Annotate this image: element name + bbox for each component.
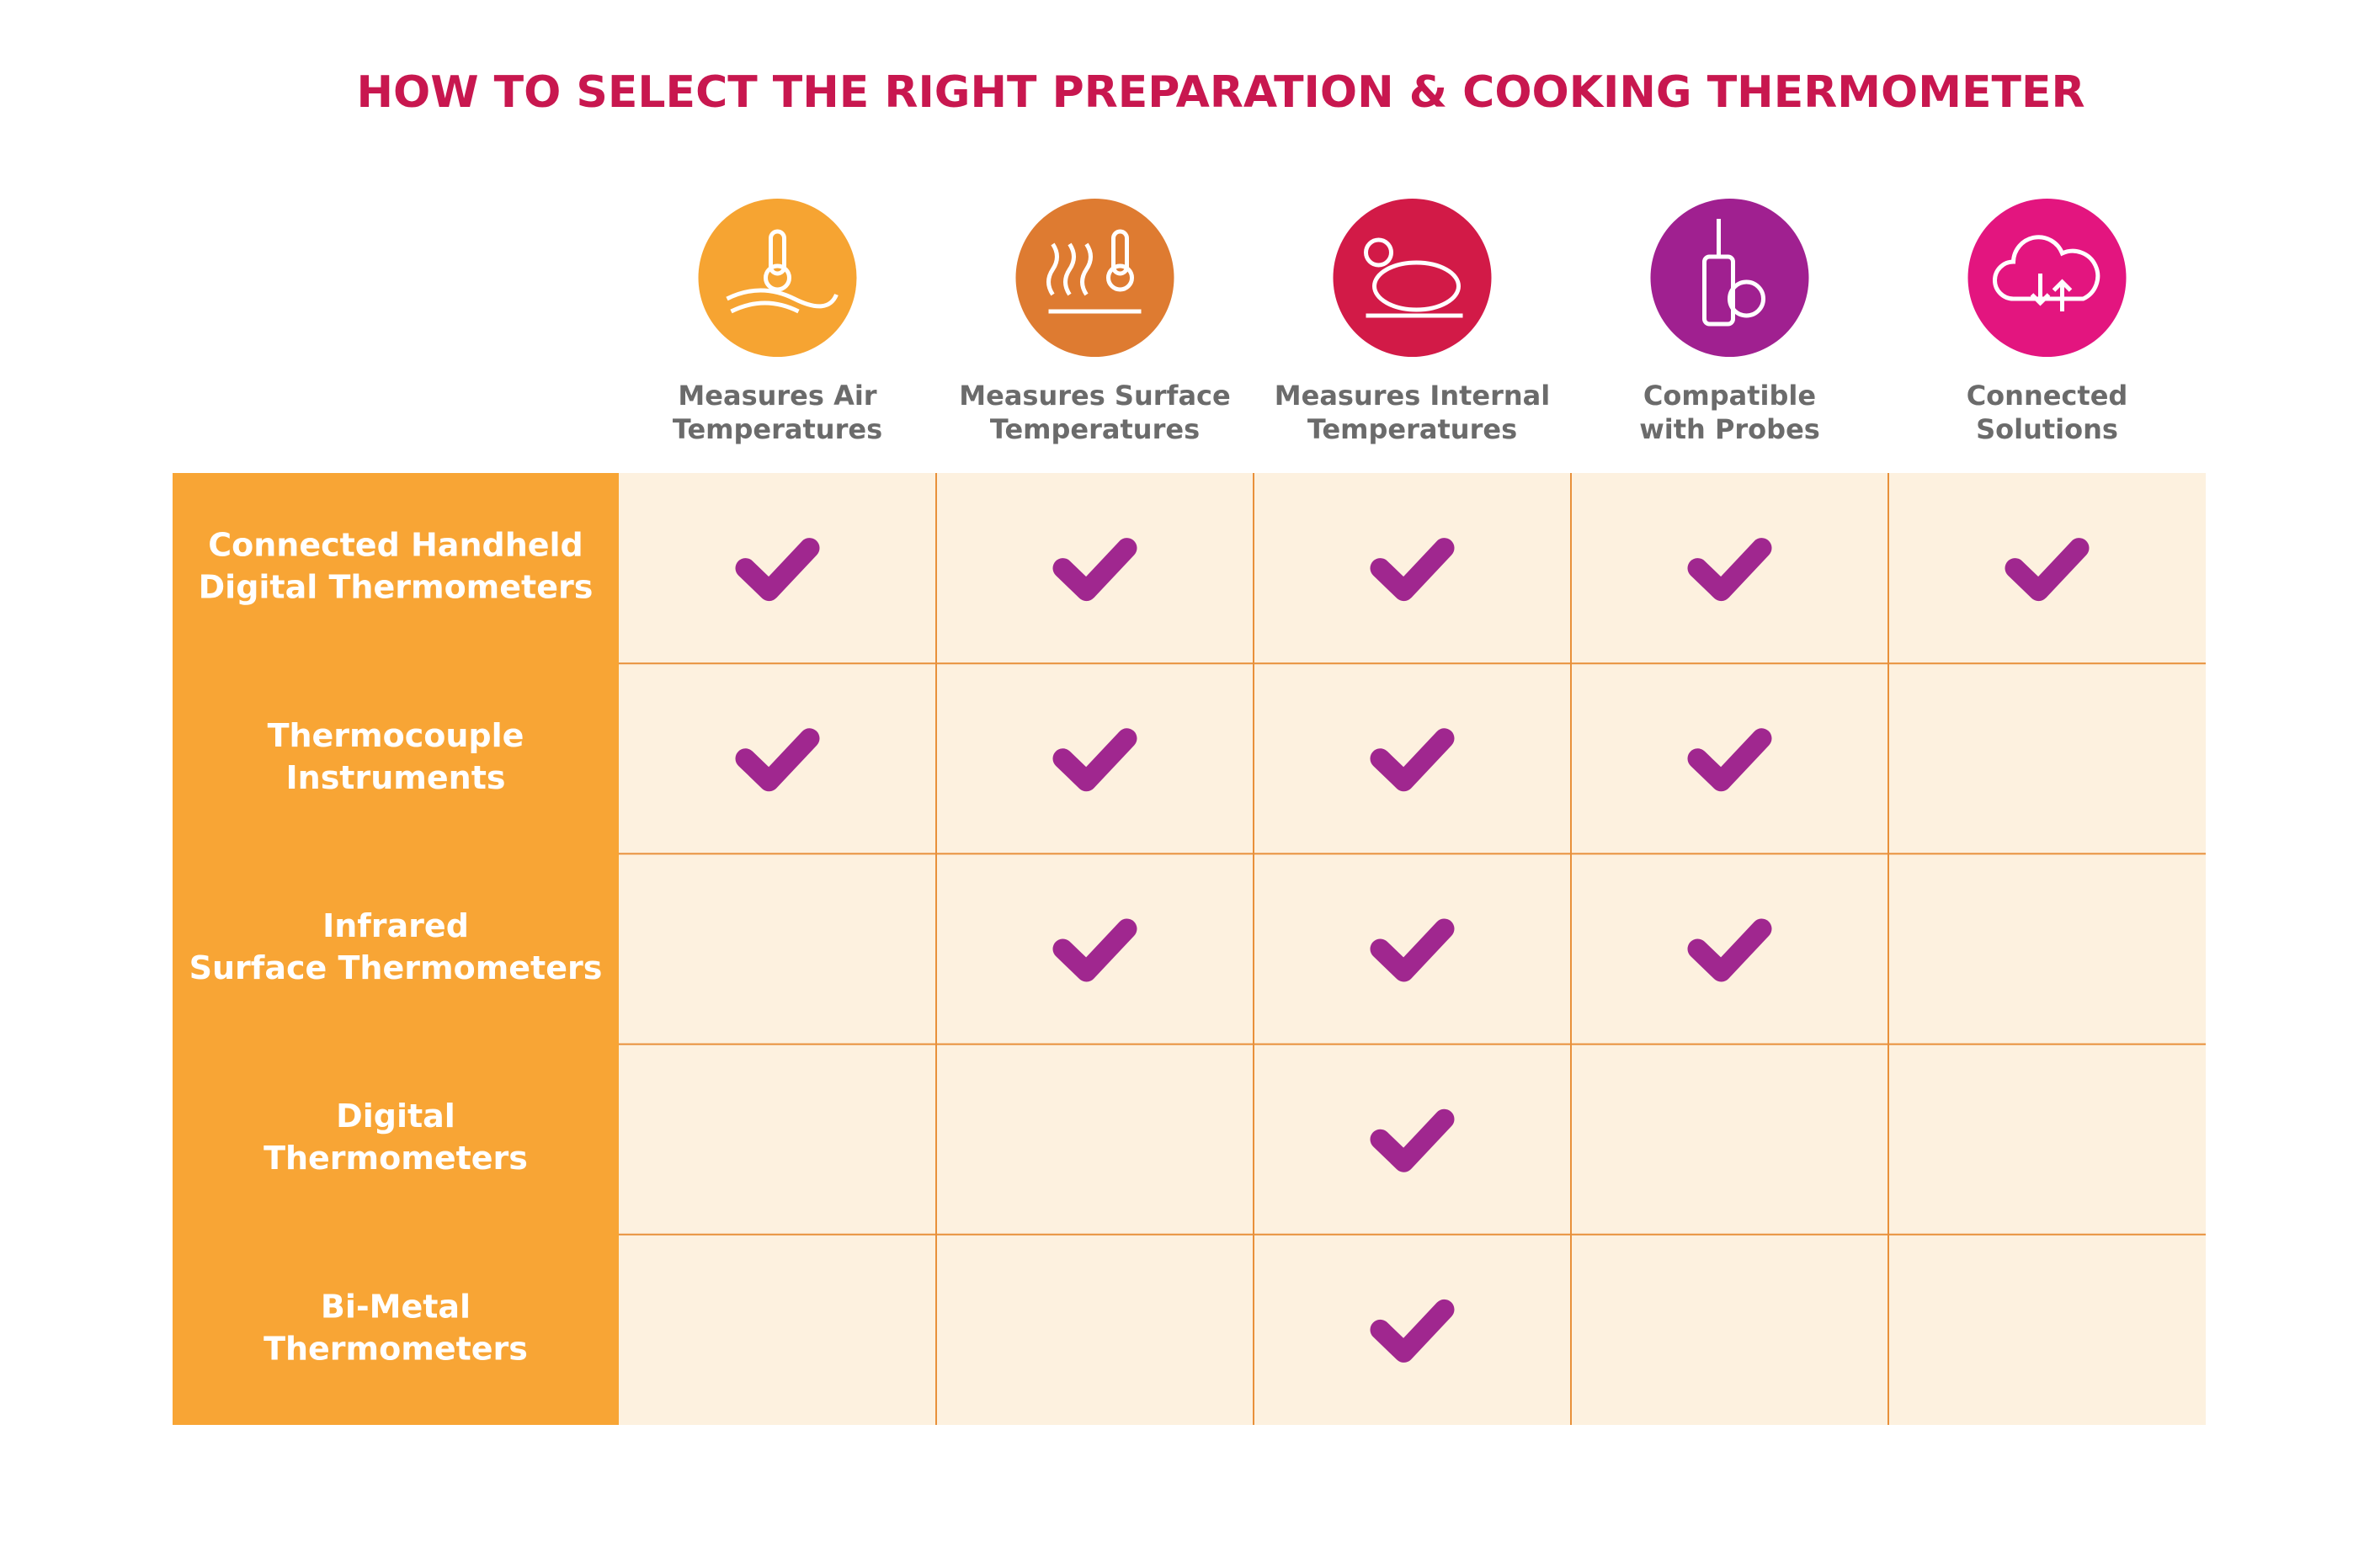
- row-label: Thermometers: [264, 1140, 528, 1177]
- row-label: Bi-Metal: [321, 1288, 471, 1325]
- icon-glyph: [1993, 235, 2100, 311]
- title: HOW TO SELECT THE RIGHT PREPARATION & CO…: [356, 67, 2084, 118]
- row-label: Thermocouple: [268, 717, 524, 754]
- icon-part: [2030, 274, 2073, 311]
- column-label: Measures Internal: [1275, 380, 1550, 412]
- icon-part: [1106, 263, 1134, 292]
- check-mark: [2005, 538, 2090, 602]
- column-label: Compatible: [1643, 380, 1816, 412]
- check-mark: [1370, 728, 1455, 792]
- check-mark: [1370, 538, 1455, 602]
- icon-glyph: [1046, 229, 1142, 314]
- icon-glyph: [1702, 219, 1765, 327]
- icon-part: [764, 263, 791, 292]
- check-mark: [1687, 538, 1772, 602]
- check-mark: [1370, 918, 1455, 982]
- check-mark: [735, 538, 820, 602]
- column-label: with Probes: [1639, 413, 1820, 445]
- check-mark: [1687, 728, 1772, 792]
- column-icon: [1015, 199, 1174, 357]
- check-mark: [1687, 918, 1772, 982]
- column-label: Connected: [1967, 380, 2128, 412]
- check-mark: [1370, 1108, 1455, 1172]
- check-mark: [1052, 538, 1137, 602]
- row-label: Thermometers: [264, 1330, 528, 1367]
- column-label: Temperatures: [1307, 413, 1517, 445]
- check-mark: [1052, 728, 1137, 792]
- icon-part: [1372, 260, 1461, 312]
- column-label: Temperatures: [673, 413, 882, 445]
- row-label: Connected Handheld: [208, 527, 583, 564]
- column-label: Measures Air: [678, 380, 876, 412]
- row-label: Surface Thermometers: [189, 949, 603, 986]
- icon-part: [1046, 242, 1142, 314]
- icon-glyph: [1364, 237, 1463, 318]
- icon-glyph: [726, 229, 839, 314]
- icon-part: [726, 288, 839, 314]
- check-mark: [1370, 1299, 1455, 1363]
- column-icon: [698, 199, 857, 357]
- icon-part: [1728, 279, 1765, 318]
- check-mark: [1052, 918, 1137, 982]
- icon-part: [1993, 235, 2100, 301]
- column-icon: [1967, 199, 2127, 357]
- row-label-column: [173, 473, 619, 1425]
- row-label: Infrared: [322, 907, 469, 944]
- column-label: Solutions: [1976, 413, 2118, 445]
- icon-part: [1364, 237, 1393, 268]
- check-mark: [735, 728, 820, 792]
- row-label: Digital Thermometers: [199, 569, 594, 606]
- icon-part: [769, 229, 786, 276]
- column-icon: [1333, 199, 1492, 357]
- row-label: Instruments: [286, 759, 506, 796]
- column-label: Temperatures: [990, 413, 1200, 445]
- column-label: Measures Surface: [959, 380, 1230, 412]
- icon-part: [1111, 229, 1129, 276]
- row-label: Digital: [336, 1098, 455, 1135]
- column-icon: [1650, 199, 1809, 357]
